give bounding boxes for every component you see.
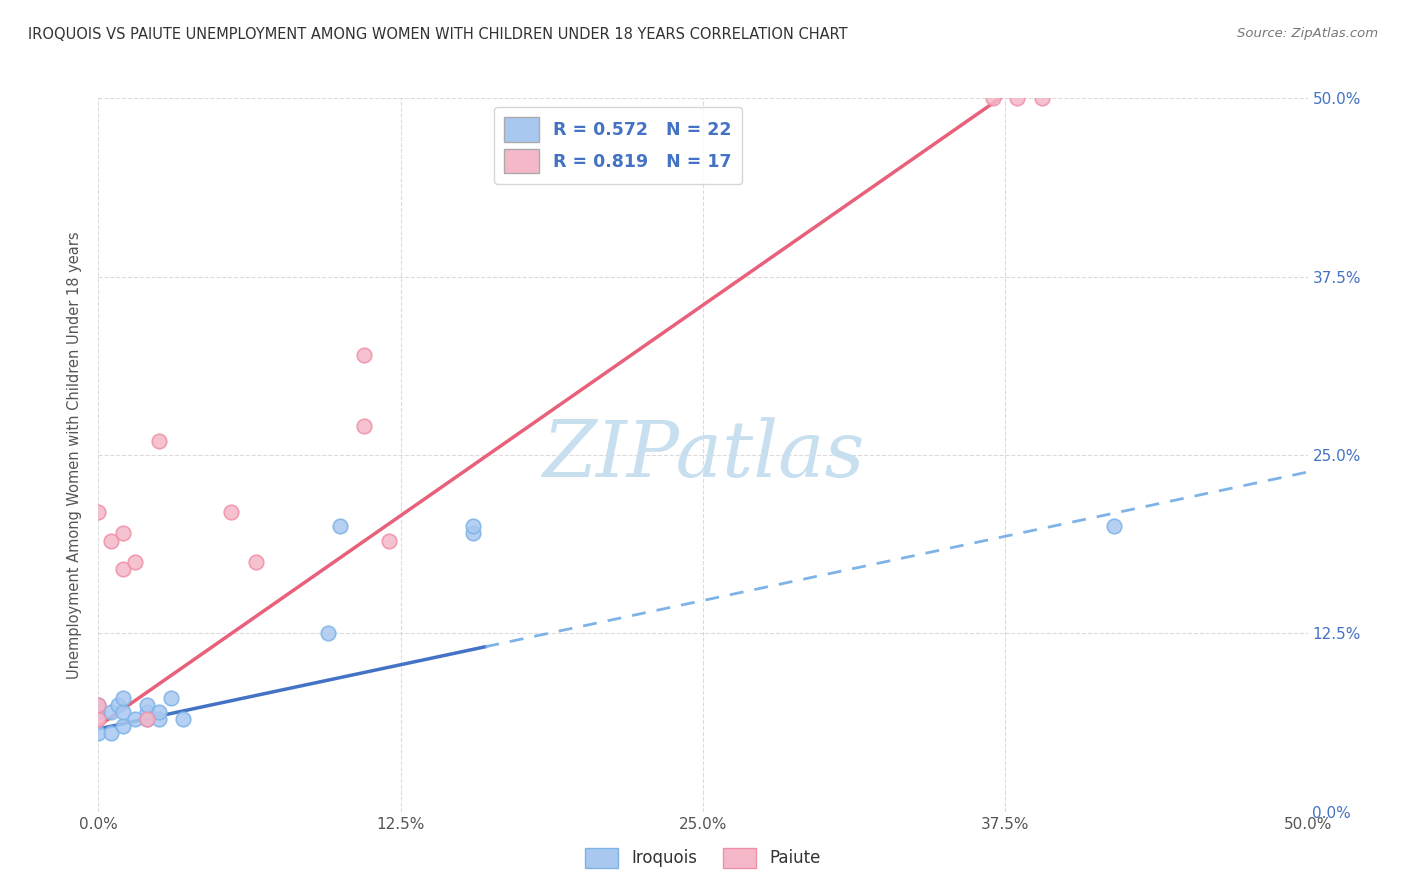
Point bbox=[1007, 91, 1029, 105]
Y-axis label: Unemployment Among Women with Children Under 18 years: Unemployment Among Women with Children U… bbox=[67, 231, 83, 679]
Point bbox=[148, 434, 170, 448]
Text: ZIPatlas: ZIPatlas bbox=[541, 417, 865, 493]
Point bbox=[135, 698, 157, 712]
Point bbox=[111, 719, 134, 733]
Point bbox=[377, 533, 399, 548]
Point bbox=[124, 712, 146, 726]
Point bbox=[245, 555, 267, 569]
Legend: Iroquois, Paiute: Iroquois, Paiute bbox=[578, 841, 828, 875]
Point bbox=[148, 712, 170, 726]
Text: IROQUOIS VS PAIUTE UNEMPLOYMENT AMONG WOMEN WITH CHILDREN UNDER 18 YEARS CORRELA: IROQUOIS VS PAIUTE UNEMPLOYMENT AMONG WO… bbox=[28, 27, 848, 42]
Point bbox=[87, 505, 110, 519]
Point bbox=[107, 698, 129, 712]
Point bbox=[221, 505, 243, 519]
Point bbox=[135, 712, 157, 726]
Point bbox=[124, 555, 146, 569]
Point bbox=[463, 519, 485, 533]
Point bbox=[135, 705, 157, 719]
Text: Source: ZipAtlas.com: Source: ZipAtlas.com bbox=[1237, 27, 1378, 40]
Point bbox=[353, 419, 375, 434]
Point bbox=[135, 712, 157, 726]
Point bbox=[111, 690, 134, 705]
Point bbox=[1031, 91, 1053, 105]
Point bbox=[316, 626, 339, 640]
Point bbox=[100, 533, 122, 548]
Point bbox=[160, 690, 183, 705]
Point bbox=[111, 526, 134, 541]
Point bbox=[111, 562, 134, 576]
Point bbox=[100, 726, 122, 740]
Point bbox=[981, 91, 1004, 105]
Point bbox=[353, 348, 375, 362]
Point bbox=[87, 698, 110, 712]
Point bbox=[87, 698, 110, 712]
Point bbox=[463, 526, 485, 541]
Point bbox=[329, 519, 352, 533]
Point bbox=[87, 726, 110, 740]
Point bbox=[1102, 519, 1125, 533]
Point bbox=[87, 712, 110, 726]
Point bbox=[111, 705, 134, 719]
Point bbox=[148, 705, 170, 719]
Point bbox=[100, 705, 122, 719]
Point bbox=[87, 705, 110, 719]
Point bbox=[172, 712, 194, 726]
